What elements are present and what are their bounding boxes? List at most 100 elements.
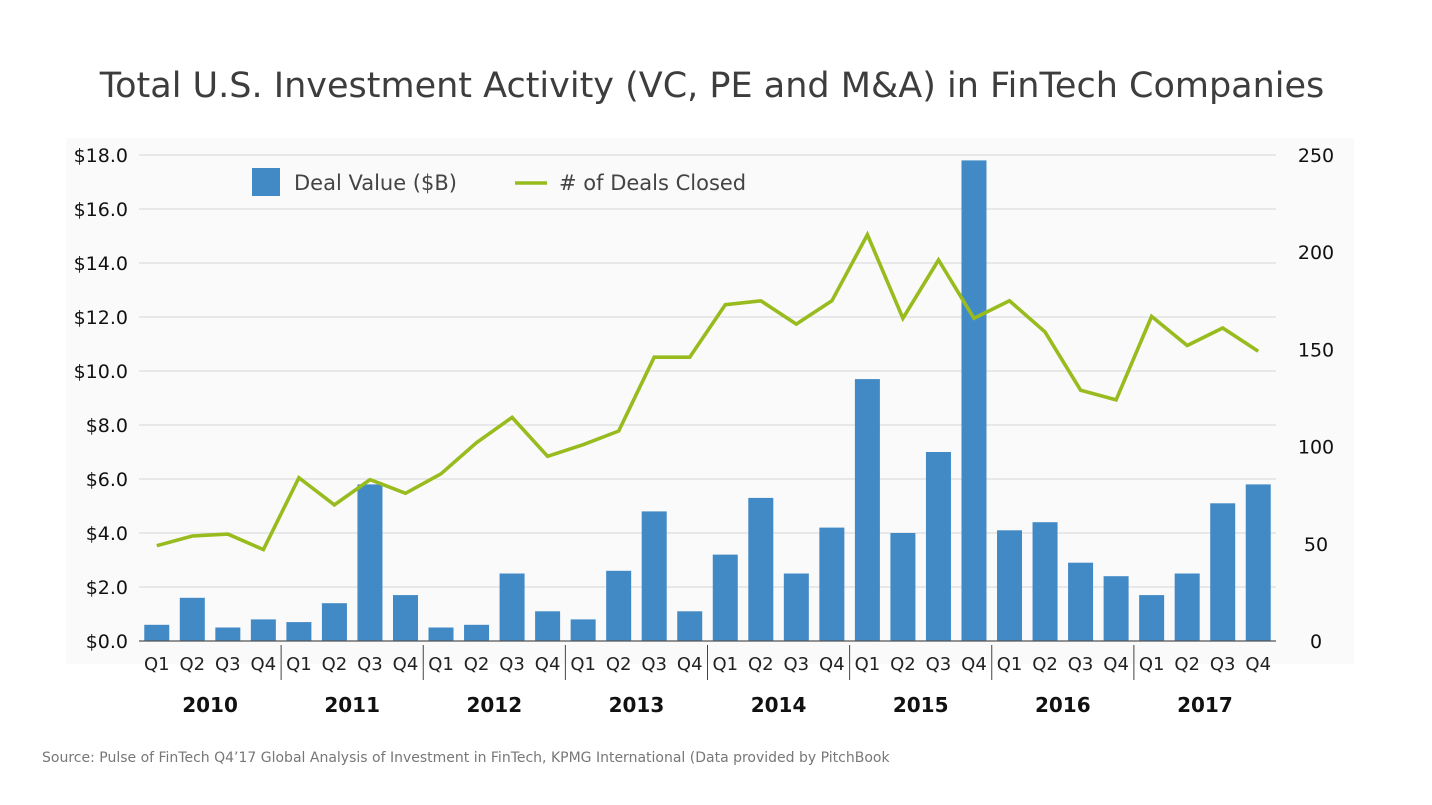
y-left-tick-label: $18.0 [74, 145, 128, 167]
x-tick-label: Q1 [712, 654, 738, 675]
x-tick-label: Q4 [393, 654, 419, 675]
deal-value-bar [250, 619, 276, 641]
deal-value-bar [179, 597, 205, 641]
y-left-tick-label: $0.0 [86, 631, 128, 653]
x-tick-label: Q1 [144, 654, 170, 675]
x-tick-label: Q2 [606, 654, 632, 675]
deal-value-bar [1068, 562, 1094, 641]
deal-value-bar [961, 160, 987, 641]
y-left-tick-label: $2.0 [86, 577, 128, 599]
x-tick-label: Q1 [855, 654, 881, 675]
deal-value-bar [748, 497, 774, 641]
year-label: 2010 [182, 693, 238, 717]
year-label: 2011 [324, 693, 380, 717]
x-tick-label: Q3 [641, 654, 667, 675]
deal-value-bar [570, 619, 596, 641]
deal-count-line [156, 230, 1260, 552]
x-tick-label: Q4 [251, 654, 277, 675]
y-right-tick-label: 0 [1310, 631, 1322, 653]
deal-value-bar [1210, 503, 1236, 641]
x-tick-label: Q1 [1139, 654, 1165, 675]
x-tick-label: Q4 [1103, 654, 1129, 675]
x-tick-label: Q3 [357, 654, 383, 675]
x-tick-label: Q1 [997, 654, 1023, 675]
y-right-tick-label: 50 [1304, 534, 1328, 556]
deal-value-bar [535, 611, 561, 641]
x-tick-label: Q3 [1068, 654, 1094, 675]
x-tick-label: Q1 [428, 654, 454, 675]
chart-title: Total U.S. Investment Activity (VC, PE a… [99, 66, 1325, 106]
deal-value-bar [499, 573, 525, 641]
y-left-tick-label: $14.0 [74, 253, 128, 275]
deal-count-line-series [156, 230, 1260, 552]
x-tick-label: Q3 [926, 654, 952, 675]
deal-value-bar [712, 554, 738, 641]
x-axis: Q1 Q2 Q3 Q4 Q1 Q2 Q3 Q4 Q1 Q2 Q3 Q4 Q1 Q2 Q3 Q4 Q1 Q2 Q3 Q4… [144, 645, 1271, 717]
x-tick-label: Q3 [784, 654, 810, 675]
deal-value-bar [925, 452, 951, 641]
x-tick-label: Q3 [215, 654, 241, 675]
deal-value-bar [357, 484, 383, 641]
deal-value-bar [286, 622, 312, 641]
year-label: 2014 [751, 693, 807, 717]
year-label: 2015 [893, 693, 949, 717]
x-tick-label: Q2 [748, 654, 774, 675]
y-right-tick-label: 200 [1298, 242, 1334, 264]
deal-value-bar [606, 570, 632, 641]
deal-value-bar [1139, 595, 1165, 641]
x-tick-label: Q3 [1210, 654, 1236, 675]
y-left-tick-label: $10.0 [74, 361, 128, 383]
x-tick-label: Q1 [286, 654, 312, 675]
deal-value-bar [819, 527, 845, 641]
deal-value-bar [144, 624, 170, 641]
deal-value-bars [144, 160, 1271, 641]
x-tick-label: Q4 [961, 654, 987, 675]
deal-value-bar [1103, 576, 1129, 641]
x-tick-label: Q4 [677, 654, 703, 675]
deal-value-bar [215, 627, 241, 641]
y-right-tick-label: 150 [1298, 339, 1334, 361]
gridlines [139, 154, 1276, 588]
y-right-tick-label: 100 [1298, 437, 1334, 459]
plot-panel [66, 138, 1354, 664]
x-tick-label: Q2 [464, 654, 490, 675]
deal-value-bar [428, 627, 454, 641]
deal-value-bar [1174, 573, 1200, 641]
deal-value-bar [997, 530, 1023, 641]
x-tick-label: Q3 [499, 654, 525, 675]
deal-value-bar [321, 603, 347, 641]
year-label: 2013 [609, 693, 665, 717]
y-left-tick-label: $6.0 [86, 469, 128, 491]
x-tick-label: Q4 [535, 654, 561, 675]
x-tick-label: Q2 [322, 654, 348, 675]
legend: Deal Value ($B) # of Deals Closed [252, 168, 746, 196]
x-tick-label: Q2 [890, 654, 916, 675]
year-label: 2012 [466, 693, 522, 717]
x-tick-label: Q2 [1032, 654, 1058, 675]
deal-value-bar [854, 379, 880, 641]
deal-value-bar [1032, 522, 1058, 641]
deal-value-bar [677, 611, 703, 641]
x-tick-label: Q4 [1245, 654, 1271, 675]
legend-label-deal-count: # of Deals Closed [559, 171, 746, 195]
year-label: 2017 [1177, 693, 1233, 717]
deal-value-bar [641, 511, 667, 641]
y-right-tick-label: 250 [1298, 145, 1334, 167]
y-axis-left: $0.0 $2.0 $4.0 $6.0 $8.0 $10.0 $12.0 $14.0 $16.0… [74, 145, 128, 653]
x-tick-label: Q2 [1174, 654, 1200, 675]
y-axis-right: 0 50 100 150 200 250 [1298, 145, 1334, 653]
y-left-tick-label: $8.0 [86, 415, 128, 437]
y-left-tick-label: $16.0 [74, 199, 128, 221]
y-left-tick-label: $12.0 [74, 307, 128, 329]
deal-value-bar [464, 624, 490, 641]
year-label: 2016 [1035, 693, 1091, 717]
y-left-tick-label: $4.0 [86, 523, 128, 545]
x-tick-label: Q4 [819, 654, 845, 675]
deal-value-bar [890, 533, 916, 641]
source-note: Source: Pulse of FinTech Q4’17 Global An… [42, 750, 890, 766]
legend-swatch-deal-value [252, 168, 280, 196]
x-tick-label: Q1 [570, 654, 596, 675]
deal-value-bar [392, 595, 418, 641]
deal-value-bar [1245, 484, 1271, 641]
